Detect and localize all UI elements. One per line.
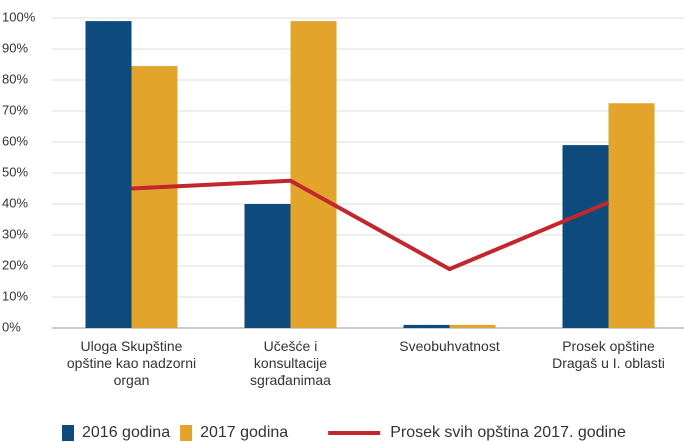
y-tick-label: 0%: [2, 319, 21, 334]
y-tick-label: 100%: [2, 9, 36, 24]
legend-label: 2017 godina: [200, 424, 288, 441]
bar: [449, 324, 496, 328]
line: [131, 178, 610, 272]
bar: [403, 324, 450, 328]
legend-swatch: [62, 425, 74, 441]
x-tick-label: Prosek opštine Dragaš u I. oblasti: [552, 338, 665, 371]
x-tick-label: Učešće i konsultacije sgrađanimaa: [250, 338, 331, 388]
legend-label: Prosek svih opština 2017. godine: [390, 424, 626, 441]
y-tick-label: 50%: [2, 164, 28, 179]
y-tick-label: 60%: [2, 133, 28, 148]
legend-label: 2016 godina: [82, 424, 170, 441]
y-tick-label: 30%: [2, 226, 28, 241]
bar: [608, 103, 655, 328]
y-tick-label: 90%: [2, 40, 28, 55]
x-tick-label: Sveobuhvatnost: [399, 338, 500, 354]
y-tick-label: 40%: [2, 195, 28, 210]
y-tick-label: 20%: [2, 257, 28, 272]
legend-swatch: [180, 425, 193, 441]
bar: [562, 145, 609, 328]
x-tick-label: Uloga Skupštine opštine kao nadzorni org…: [66, 338, 197, 388]
y-tick-label: 10%: [2, 288, 28, 303]
bar: [131, 66, 178, 329]
bar: [290, 21, 337, 328]
y-tick-label: 80%: [2, 71, 28, 86]
y-tick-label: 70%: [2, 102, 28, 117]
bar: [244, 204, 291, 328]
bar: [85, 21, 132, 328]
